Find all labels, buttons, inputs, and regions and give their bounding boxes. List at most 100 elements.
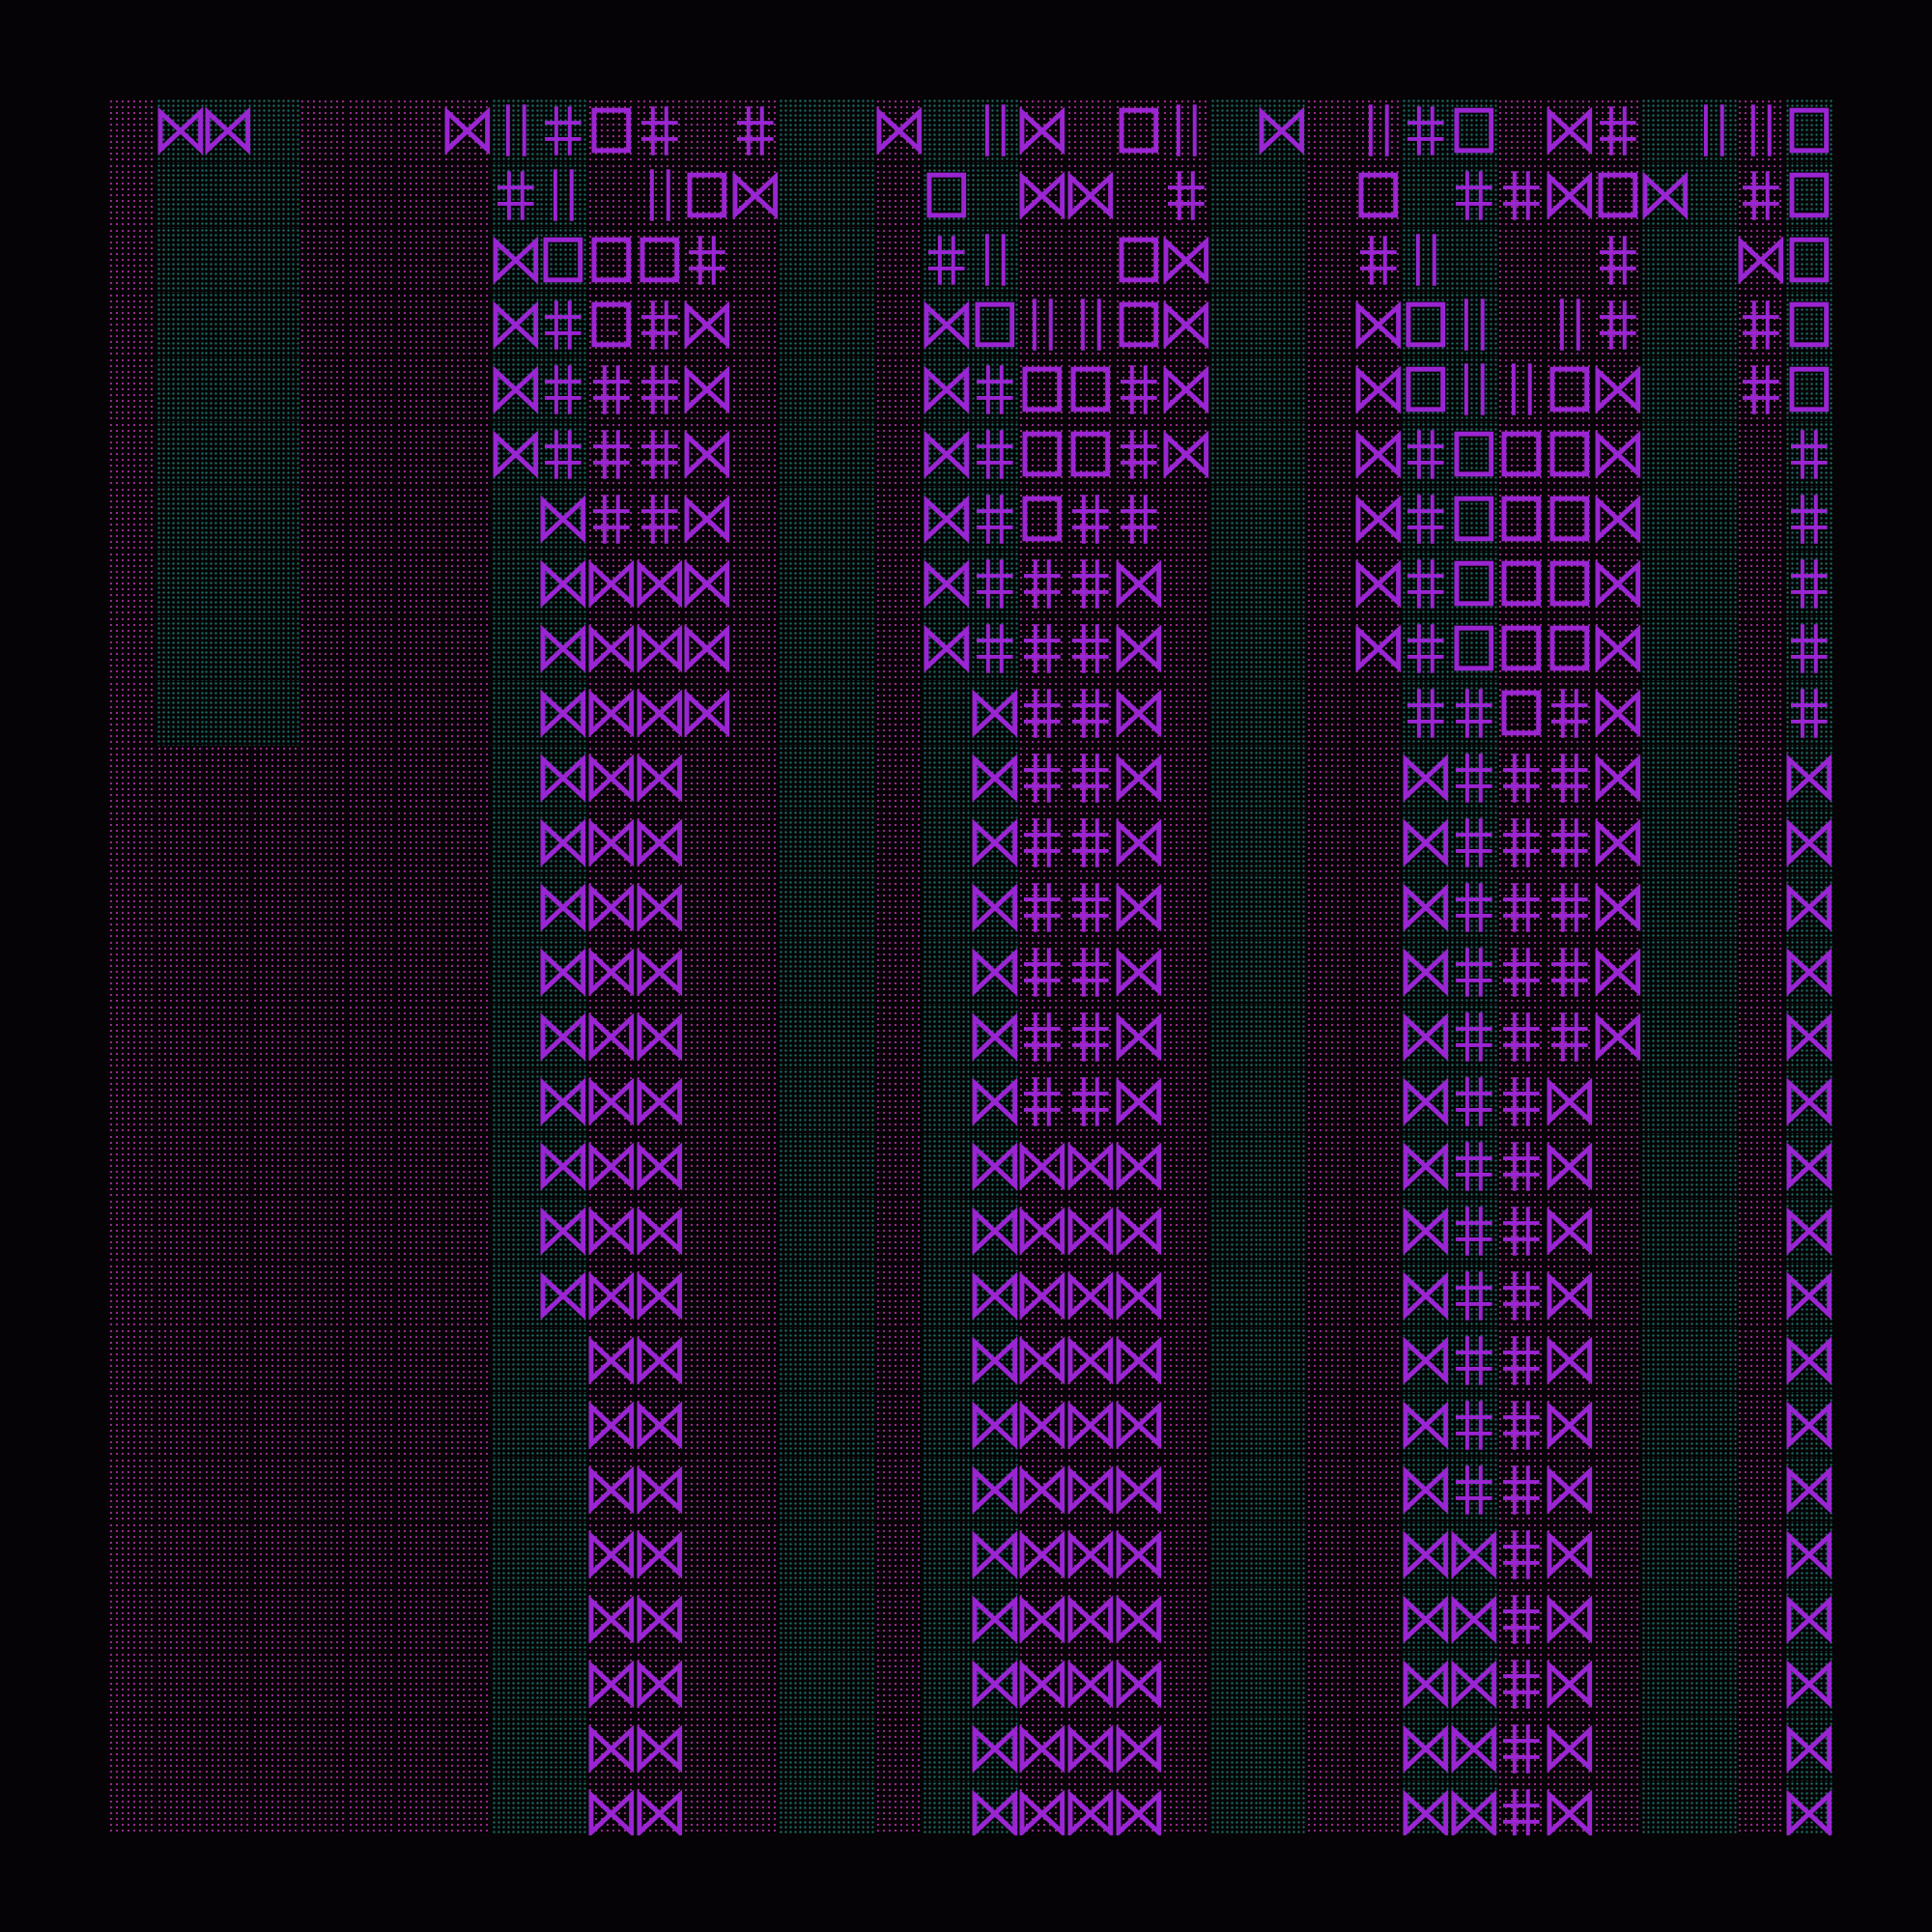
bowtie-icon [539,487,587,552]
dot-cell [1258,1328,1306,1393]
dot-cell [874,1522,923,1587]
bowtie-icon [587,1264,636,1328]
dot-cell [395,1781,444,1835]
bowtie-icon [1018,1522,1066,1587]
bowtie-icon [683,293,731,357]
dot-cell [1353,810,1403,875]
dot-cell [395,1134,444,1199]
dot-cell [1641,487,1690,552]
double-cross-icon [636,99,684,163]
dot-cell [683,1652,731,1717]
dot-cell [1449,163,1498,228]
dot-cell [1785,487,1833,552]
dot-cell [827,552,875,616]
bowtie-icon [1018,1328,1066,1393]
bowtie-icon [204,99,252,163]
bowtie-icon [1162,357,1210,422]
bowtie-icon [636,1587,684,1652]
dot-cell [1209,1587,1259,1652]
double-cross-icon [1450,1393,1498,1458]
double-cross-icon [1546,875,1594,940]
dot-cell [1689,1587,1738,1652]
double-cross-icon [1785,422,1833,487]
dot-cell [779,1134,827,1199]
dot-cell [1641,1652,1690,1717]
bowtie-icon [1402,1458,1450,1522]
dot-cell [156,1522,205,1587]
double-cross-icon [1450,875,1498,940]
dot-cell [1497,228,1546,293]
dot-cell [348,1134,396,1199]
dot-cell [1497,1393,1546,1458]
dot-cell [443,1522,492,1587]
dot-cell [1497,1005,1546,1069]
dot-cell [299,422,348,487]
double-cross-icon [636,487,684,552]
bowtie-icon [1018,1134,1066,1199]
bowtie-icon [1115,1328,1163,1393]
dot-cell [1353,1458,1403,1522]
bowtie-icon [492,228,540,293]
dot-cell [299,99,348,163]
dot-cell [1497,1652,1546,1717]
bowtie-icon [587,1652,636,1717]
dot-cell [1306,552,1354,616]
dot-cell [874,1134,923,1199]
dot-cell [1162,487,1210,552]
double-cross-icon [1497,1393,1546,1458]
dot-cell [1402,163,1450,228]
dot-cell [204,681,252,746]
bowtie-icon [971,1393,1019,1458]
bowtie-icon [683,357,731,422]
dot-cell [251,1587,300,1652]
dot-cell [251,99,300,163]
double-cross-icon [1066,681,1115,746]
dot-cell [204,1652,252,1717]
double-cross-icon [1018,875,1066,940]
dot-cell [299,293,348,357]
dot-cell [1402,552,1450,616]
double-cross-icon [1450,681,1498,746]
dot-cell [156,1328,205,1393]
dot-cell [108,552,156,616]
double-cross-icon [1354,228,1403,293]
dot-cell [874,810,923,875]
dot-cell [779,487,827,552]
dot-cell [108,746,156,810]
double-cross-icon [1018,1069,1066,1134]
dot-cell [443,1199,492,1264]
dot-cell [779,1199,827,1264]
dot-cell [395,293,444,357]
dot-cell [683,875,731,940]
dot-cell [1449,293,1498,357]
square-icon [1450,422,1498,487]
dot-cell [443,293,492,357]
dot-cell [1641,293,1690,357]
dot-cell [874,1393,923,1458]
dot-cell [1593,1199,1642,1264]
dot-cell [1353,1522,1403,1587]
dot-cell [395,552,444,616]
bowtie-icon [1066,1587,1115,1652]
dot-cell [1258,1199,1306,1264]
dot-cell [923,1458,971,1522]
dot-cell [874,616,923,681]
dot-cell [348,1069,396,1134]
bowtie-icon [587,1069,636,1134]
dot-cell [204,810,252,875]
dot-cell [1737,616,1785,681]
dot-cell [923,810,971,875]
bowtie-icon [923,616,971,681]
dot-cell [539,1652,587,1717]
dot-cell [108,1781,156,1835]
dot-cell [1306,681,1354,746]
dot-cell [1353,1393,1403,1458]
dot-cell [1162,746,1210,810]
dot-cell [1593,1781,1642,1835]
dot-cell [1497,940,1546,1005]
dot-cell [1353,1587,1403,1652]
dot-cell [299,1134,348,1199]
dot-cell [1593,228,1642,293]
bowtie-icon [539,940,587,1005]
dot-cell [1737,1717,1785,1781]
